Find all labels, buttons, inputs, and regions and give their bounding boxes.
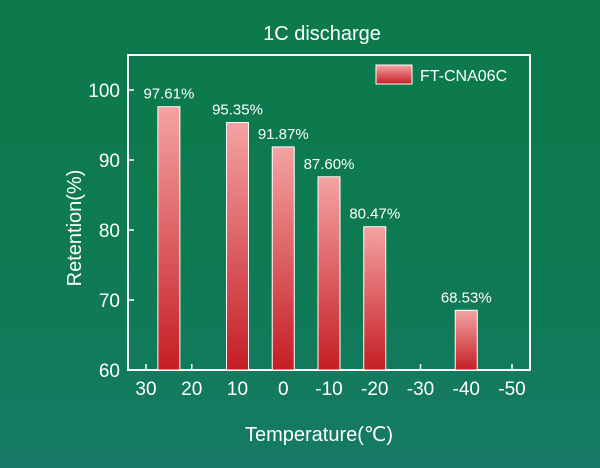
- legend-label: FT-CNA06C: [420, 68, 507, 85]
- bars: [157, 106, 478, 371]
- bar: [271, 146, 295, 371]
- x-tick-label: -50: [498, 379, 525, 400]
- y-tick-label: 60: [99, 361, 120, 382]
- x-tick-label: 20: [181, 379, 202, 400]
- bar: [454, 309, 478, 371]
- x-tick-label: 30: [135, 379, 156, 400]
- bar: [317, 176, 341, 371]
- chart-title: 1C discharge: [263, 23, 381, 45]
- y-axis-ticks: 60 70 80 90 100: [88, 81, 134, 382]
- bar-value-label: 97.61%: [143, 86, 194, 103]
- y-tick-label: 70: [99, 291, 120, 312]
- x-tick-label: -10: [315, 379, 342, 400]
- bar-value-label: 95.35%: [212, 102, 263, 119]
- bar-value-label: 87.60%: [304, 156, 355, 173]
- x-tick-label: 10: [227, 379, 248, 400]
- x-tick-label: -30: [407, 379, 434, 400]
- bar-value-labels: 97.61% 95.35% 91.87% 87.60% 80.47% 68.53%: [143, 86, 491, 307]
- bar: [363, 226, 387, 371]
- y-axis-label: Retention(%): [64, 170, 86, 287]
- y-tick-label: 100: [88, 81, 120, 102]
- y-tick-label: 80: [99, 221, 120, 242]
- bar: [157, 106, 181, 371]
- x-tick-label: 0: [278, 379, 289, 400]
- x-axis-label: Temperature(℃): [245, 424, 393, 446]
- bar-value-label: 68.53%: [441, 289, 492, 306]
- x-tick-label: -40: [453, 379, 480, 400]
- bar: [226, 122, 249, 371]
- legend-swatch: [375, 64, 413, 85]
- legend: FT-CNA06C: [375, 64, 507, 85]
- y-tick-label: 90: [99, 151, 120, 172]
- x-tick-label: -20: [361, 379, 388, 400]
- bar-value-label: 91.87%: [258, 126, 309, 143]
- bar-value-label: 80.47%: [349, 206, 400, 223]
